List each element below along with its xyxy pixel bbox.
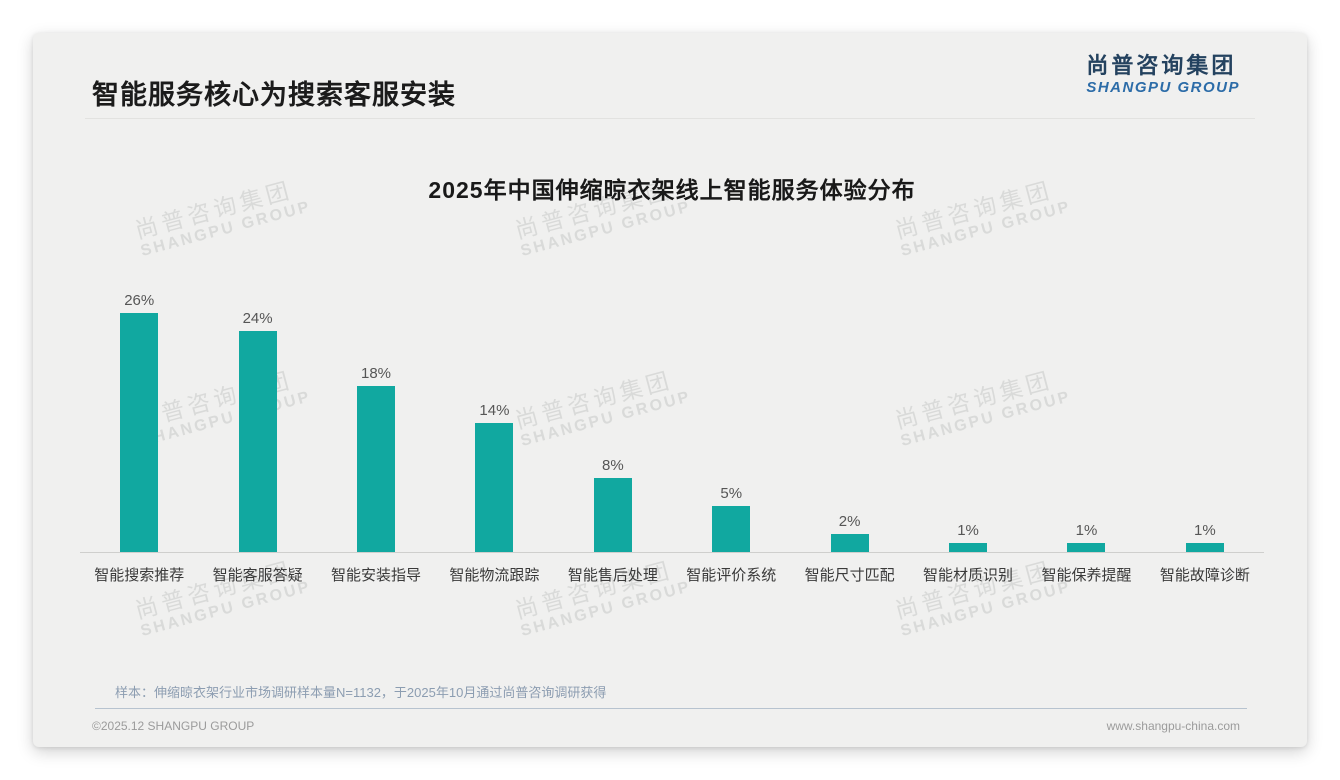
bar (712, 506, 751, 552)
footer-divider (95, 708, 1247, 709)
category-label: 智能材质识别 (923, 567, 1014, 584)
bar-value-label: 2% (838, 512, 861, 530)
bar-column: 24% (198, 310, 316, 552)
bar (238, 331, 277, 552)
bar-value-label: 5% (720, 485, 743, 502)
bar-value-label: 8% (601, 457, 624, 475)
brand-logo-en: SHANGPU GROUP (1086, 79, 1240, 97)
bar (1185, 542, 1224, 552)
watermark-line2: SHANGPU GROUP (519, 198, 694, 261)
bar-value-label: 1% (1075, 521, 1098, 539)
bar-value-label: 24% (242, 310, 273, 328)
category-label: 智能故障诊断 (1159, 567, 1250, 584)
bar-column: 1% (1027, 522, 1145, 552)
watermark-line2: SHANGPU GROUP (899, 198, 1074, 261)
bar-plot: 26% 24% 18% 14% 8% 5% 2% 1% 1% 1% (80, 263, 1264, 553)
bar (830, 533, 869, 552)
bar (949, 542, 988, 552)
page-title: 智能服务核心为搜索客服安装 (92, 80, 456, 110)
category-label: 智能客服答疑 (212, 567, 303, 584)
category-label: 智能物流跟踪 (449, 567, 540, 584)
bar-value-label: 18% (361, 365, 392, 383)
watermark-line2: SHANGPU GROUP (139, 198, 314, 261)
bar (120, 312, 159, 552)
category-label: 智能售后处理 (567, 567, 658, 584)
bar-column: 2% (790, 513, 908, 552)
bar-column: 8% (554, 457, 672, 552)
bar-column: 18% (317, 365, 435, 552)
website-text: www.shangpu-china.com (1106, 719, 1240, 733)
bar-column: 5% (672, 485, 790, 552)
bar-column: 14% (435, 402, 553, 552)
watermark-line2: SHANGPU GROUP (519, 578, 694, 641)
category-label: 智能评价系统 (686, 567, 777, 584)
header-divider (85, 118, 1255, 119)
bar-value-label: 26% (124, 291, 155, 309)
category-labels: 智能搜索推荐 智能客服答疑 智能安装指导 智能物流跟踪 智能售后处理 智能评价系统 智能尺寸… (80, 564, 1264, 585)
copyright-text: ©2025.12 SHANGPU GROUP (92, 719, 255, 733)
bar-column: 26% (80, 292, 198, 552)
bar (475, 423, 514, 552)
chart-title: 2025年中国伸缩晾衣架线上智能服务体验分布 (428, 177, 916, 203)
bar-column: 1% (909, 522, 1027, 552)
brand-logo: 尚普咨询集团 SHANGPU GROUP (1086, 53, 1240, 97)
category-label: 智能保养提醒 (1041, 567, 1132, 584)
bar (593, 478, 632, 552)
bar-value-label: 14% (479, 402, 510, 420)
bar (1067, 542, 1106, 552)
sample-footnote: 样本：伸缩晾衣架行业市场调研样本量N=1132，于2025年10月通过尚普咨询调… (115, 685, 607, 700)
category-label: 智能安装指导 (331, 567, 422, 584)
slide-card: 尚普咨询集团 SHANGPU GROUP 尚普咨询集团 SHANGPU GROUP 尚普… (33, 33, 1307, 747)
watermark-line2: SHANGPU GROUP (139, 578, 314, 641)
watermark-line2: SHANGPU GROUP (899, 578, 1074, 641)
bar-column: 1% (1146, 522, 1264, 552)
bar-value-label: 1% (1194, 521, 1216, 539)
bar (357, 386, 396, 552)
footer-row: ©2025.12 SHANGPU GROUP www.shangpu-china… (92, 719, 1240, 733)
category-label: 智能尺寸匹配 (804, 567, 895, 584)
bar-value-label: 1% (957, 521, 979, 539)
brand-logo-cn: 尚普咨询集团 (1086, 53, 1237, 78)
category-label: 智能搜索推荐 (94, 567, 185, 584)
